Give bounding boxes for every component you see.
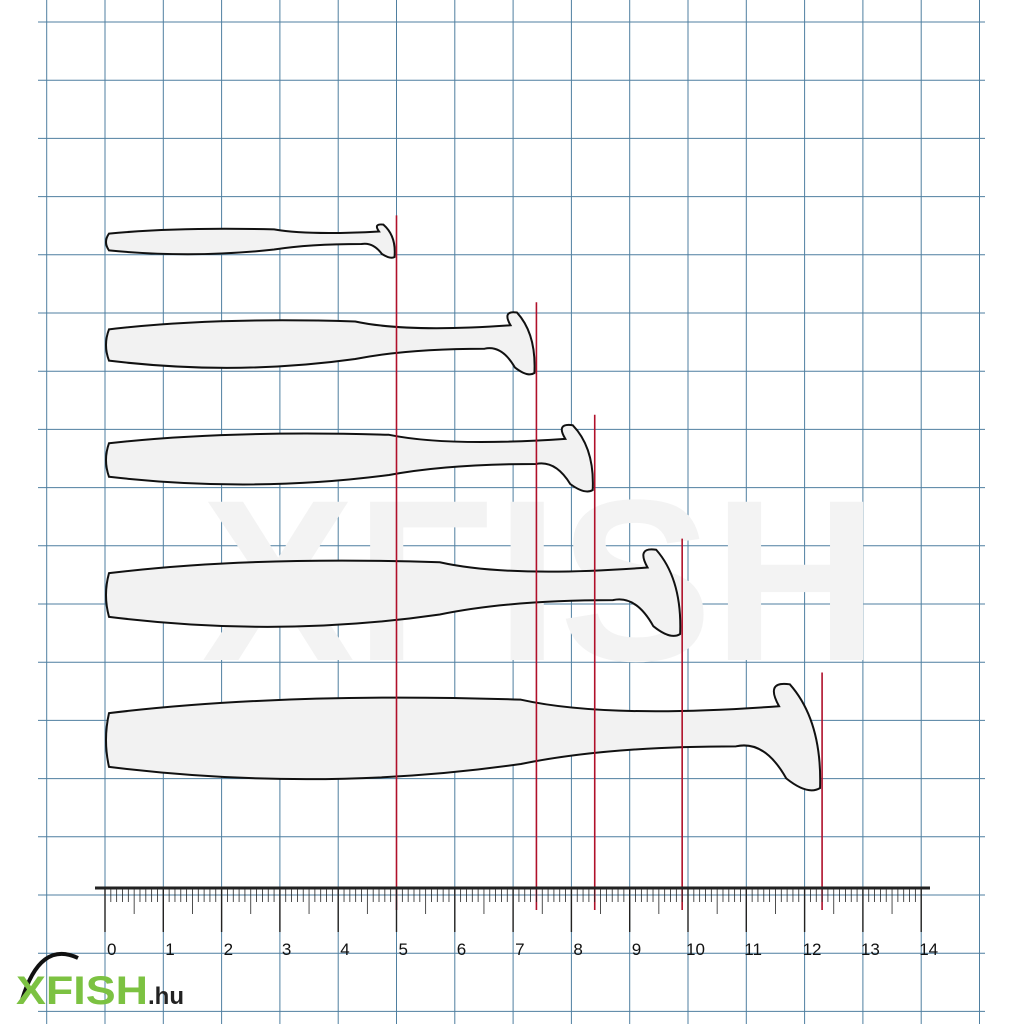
ruler-label: 10 xyxy=(686,940,705,959)
ruler-label: 7 xyxy=(515,940,524,959)
ruler-label: 4 xyxy=(340,940,349,959)
ruler: 0 1 2 3 4 5 6 7 8 9 10 11 12 13 14 xyxy=(95,886,938,959)
ruler-label: 5 xyxy=(399,940,408,959)
lure-1 xyxy=(105,223,396,259)
ruler-label: 13 xyxy=(861,940,880,959)
logo-swoosh-icon xyxy=(20,951,79,1001)
lure-4 xyxy=(105,548,682,637)
length-markers xyxy=(395,215,823,910)
ruler-label: 1 xyxy=(165,940,174,959)
ruler-label: 0 xyxy=(107,940,116,959)
logo-brand: XFISH xyxy=(16,969,148,1013)
ruler-label: 3 xyxy=(282,940,291,959)
lure-5 xyxy=(105,682,822,792)
lure-3 xyxy=(105,423,594,493)
ruler-label: 9 xyxy=(632,940,641,959)
lure-2 xyxy=(105,311,536,376)
ruler-label: 2 xyxy=(224,940,233,959)
lures xyxy=(105,223,822,792)
xfish-logo: XFISH .hu xyxy=(16,951,184,1013)
grid xyxy=(38,0,985,1024)
logo-suffix: .hu xyxy=(148,983,184,1010)
ruler-label: 8 xyxy=(573,940,582,959)
ruler-label: 6 xyxy=(457,940,466,959)
ruler-label: 12 xyxy=(803,940,822,959)
ruler-label: 11 xyxy=(744,940,762,959)
ruler-label: 14 xyxy=(919,940,938,959)
